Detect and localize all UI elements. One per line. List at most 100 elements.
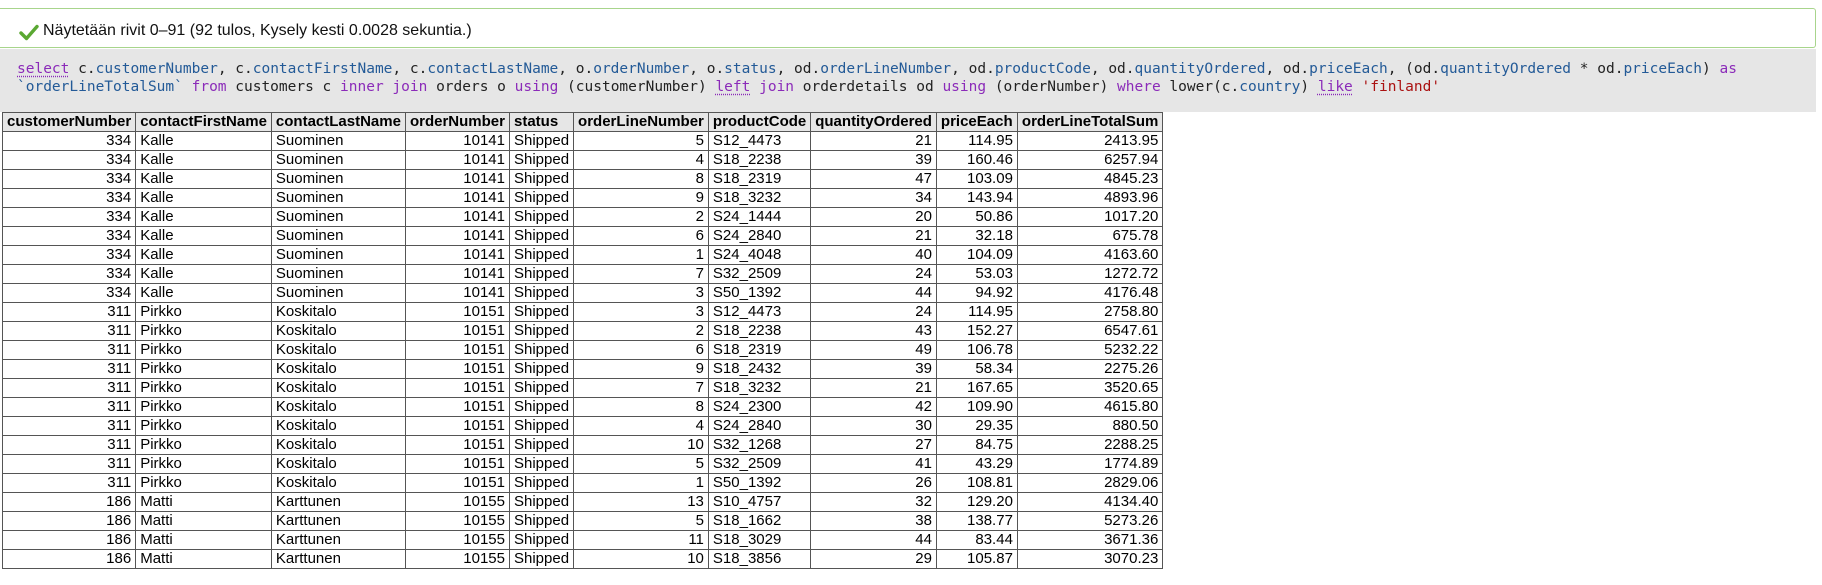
cell-contactLastName: Suominen (270, 188, 406, 208)
cell-orderLineTotalSum: 2275.26 (1016, 359, 1164, 379)
column-header-status[interactable]: status (508, 112, 575, 132)
cell-orderNumber: 10155 (404, 511, 510, 531)
table-header-row: customerNumber contactFirstName contactLas… (1, 112, 1164, 132)
cell-status: Shipped (508, 511, 575, 531)
cell-quantityOrdered: 27 (810, 435, 937, 455)
sql-text: , od. (951, 61, 995, 77)
cell-quantityOrdered: 34 (810, 188, 937, 208)
cell-orderLineNumber: 5 (573, 454, 709, 474)
cell-quantityOrdered: 39 (810, 359, 937, 379)
cell-productCode: S18_2319 (707, 340, 812, 360)
cell-orderLineNumber: 9 (573, 359, 709, 379)
cell-productCode: S18_1662 (707, 511, 812, 531)
cell-contactLastName: Koskitalo (270, 302, 406, 322)
cell-orderNumber: 10141 (404, 188, 510, 208)
table-row: 311 Pirkko Koskitalo 10151 Shipped 5 S32_2509 4… (1, 454, 1164, 474)
cell-contactLastName: Karttunen (270, 492, 406, 512)
cell-orderNumber: 10141 (404, 150, 510, 170)
table-row: 311 Pirkko Koskitalo 10151 Shipped 6 S18_2319 4… (1, 340, 1164, 360)
column-header-orderNumber[interactable]: orderNumber (404, 112, 510, 132)
cell-productCode: S24_1444 (707, 207, 812, 227)
table-row: 311 Pirkko Koskitalo 10151 Shipped 3 S12_4473 2… (1, 302, 1164, 322)
cell-productCode: S24_4048 (707, 245, 812, 265)
cell-productCode: S12_4473 (707, 131, 812, 151)
sql-text: , c. (392, 61, 428, 77)
sql-text: ) (1702, 61, 1720, 77)
cell-quantityOrdered: 41 (810, 454, 937, 474)
table-row: 186 Matti Karttunen 10155 Shipped 11 S18_3029 4… (1, 530, 1164, 550)
sql-field: `orderLineTotalSum` (17, 78, 183, 95)
sql-field: orderNumber (593, 61, 690, 77)
cell-contactLastName: Karttunen (270, 549, 406, 569)
cell-quantityOrdered: 49 (810, 340, 937, 360)
cell-quantityOrdered: 47 (810, 169, 937, 189)
cell-productCode: S10_4757 (707, 492, 812, 512)
cell-orderLineTotalSum: 4134.40 (1016, 492, 1164, 512)
sql-keyword[interactable]: left (715, 78, 751, 95)
column-header-orderLineNumber[interactable]: orderLineNumber (573, 112, 709, 132)
cell-contactFirstName: Pirkko (135, 435, 272, 455)
cell-orderNumber: 10155 (404, 549, 510, 569)
cell-contactFirstName: Kalle (135, 207, 272, 227)
column-header-priceEach[interactable]: priceEach (935, 112, 1018, 132)
cell-orderNumber: 10141 (404, 207, 510, 227)
column-header-contactFirstName[interactable]: contactFirstName (135, 112, 272, 132)
column-header-customerNumber[interactable]: customerNumber (1, 112, 137, 132)
cell-contactLastName: Karttunen (270, 511, 406, 531)
cell-orderLineTotalSum: 6257.94 (1016, 150, 1164, 170)
cell-customerNumber: 311 (1, 359, 137, 379)
cell-quantityOrdered: 21 (810, 378, 937, 398)
cell-orderNumber: 10141 (404, 131, 510, 151)
table-row: 186 Matti Karttunen 10155 Shipped 10 S18_3856 2… (1, 549, 1164, 569)
cell-orderLineNumber: 11 (573, 530, 709, 550)
column-header-orderLineTotalSum[interactable]: orderLineTotalSum (1016, 112, 1164, 132)
cell-contactLastName: Koskitalo (270, 473, 406, 493)
cell-contactLastName: Suominen (270, 283, 406, 303)
cell-quantityOrdered: 26 (810, 473, 937, 493)
cell-priceEach: 114.95 (935, 131, 1018, 151)
cell-productCode: S24_2840 (707, 416, 812, 436)
cell-status: Shipped (508, 378, 575, 398)
table-row: 334 Kalle Suominen 10141 Shipped 2 S24_1444 20 5… (1, 207, 1164, 227)
cell-contactLastName: Koskitalo (270, 321, 406, 341)
cell-orderLineTotalSum: 2829.06 (1016, 473, 1164, 493)
cell-priceEach: 58.34 (935, 359, 1018, 379)
cell-customerNumber: 311 (1, 321, 137, 341)
sql-text: , od. (776, 61, 821, 77)
cell-productCode: S18_3856 (707, 549, 812, 569)
sql-keyword[interactable]: select (17, 61, 70, 77)
cell-priceEach: 108.81 (935, 473, 1018, 493)
sql-text (1737, 61, 1746, 77)
column-header-quantityOrdered[interactable]: quantityOrdered (810, 112, 937, 132)
cell-orderNumber: 10155 (404, 492, 510, 512)
cell-priceEach: 160.46 (935, 150, 1018, 170)
cell-quantityOrdered: 43 (810, 321, 937, 341)
cell-contactFirstName: Pirkko (135, 397, 272, 417)
cell-status: Shipped (508, 492, 575, 512)
cell-orderNumber: 10141 (404, 264, 510, 284)
cell-orderNumber: 10151 (404, 416, 510, 436)
sql-text: (orderNumber) (986, 78, 1118, 95)
cell-contactLastName: Suominen (270, 169, 406, 189)
cell-orderNumber: 10151 (404, 435, 510, 455)
cell-orderLineNumber: 7 (573, 378, 709, 398)
cell-orderLineNumber: 9 (573, 188, 709, 208)
cell-quantityOrdered: 21 (810, 131, 937, 151)
cell-customerNumber: 334 (1, 207, 137, 227)
cell-status: Shipped (508, 226, 575, 246)
cell-priceEach: 104.09 (935, 245, 1018, 265)
cell-customerNumber: 334 (1, 245, 137, 265)
sql-text: * od. (1571, 61, 1624, 77)
cell-contactFirstName: Kalle (135, 264, 272, 284)
cell-orderLineTotalSum: 3520.65 (1016, 378, 1164, 398)
sql-field: contactFirstName (252, 61, 393, 77)
column-header-contactLastName[interactable]: contactLastName (270, 112, 406, 132)
sql-text: , (od. (1387, 61, 1441, 77)
column-header-productCode[interactable]: productCode (707, 112, 812, 132)
sql-keyword[interactable]: like (1317, 78, 1353, 95)
cell-productCode: S18_3232 (707, 188, 812, 208)
cell-orderLineNumber: 5 (573, 131, 709, 151)
cell-contactFirstName: Matti (135, 530, 272, 550)
sql-text: customers c (226, 78, 341, 95)
cell-quantityOrdered: 40 (810, 245, 937, 265)
